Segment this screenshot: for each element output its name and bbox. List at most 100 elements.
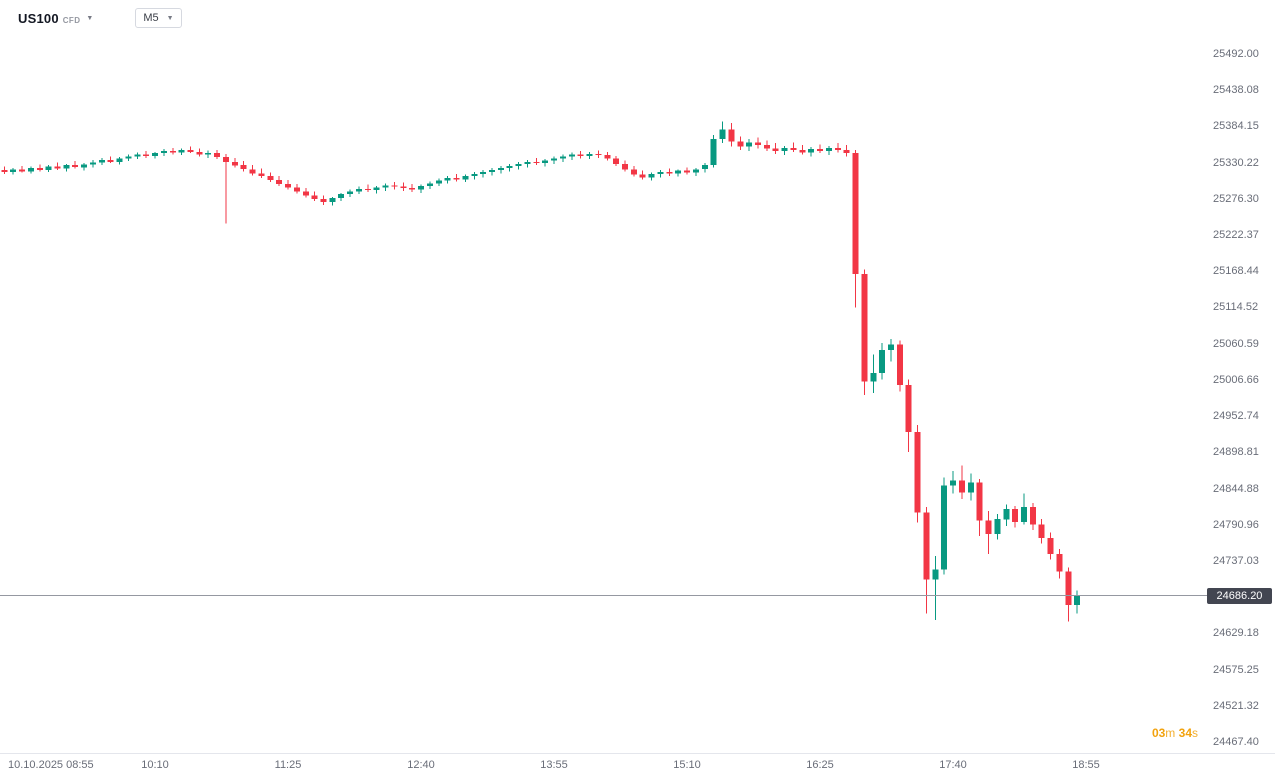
candle-up bbox=[551, 158, 558, 161]
candle-up bbox=[870, 372, 877, 382]
candle-down bbox=[604, 155, 611, 159]
candle-up bbox=[710, 139, 717, 166]
candle-down bbox=[391, 185, 398, 187]
candle-up bbox=[1021, 507, 1027, 522]
candle-down bbox=[852, 153, 859, 275]
instrument-type-label: CFD bbox=[62, 15, 81, 25]
candle-down bbox=[666, 172, 673, 174]
candle-up bbox=[116, 158, 123, 162]
candle-down bbox=[249, 169, 256, 174]
candle-down bbox=[613, 158, 620, 164]
candle-up bbox=[879, 350, 886, 373]
candle-up bbox=[178, 149, 185, 153]
candle-down bbox=[958, 480, 965, 493]
candle-up bbox=[329, 198, 336, 203]
candle-up bbox=[27, 167, 34, 172]
candle-down bbox=[914, 431, 921, 513]
candle-up bbox=[932, 569, 939, 580]
price-axis-label: 25330.22 bbox=[1213, 157, 1259, 169]
time-axis-label: 16:25 bbox=[806, 759, 834, 771]
price-axis-label: 25276.30 bbox=[1213, 193, 1259, 205]
candle-up bbox=[719, 129, 726, 139]
candle-down bbox=[1038, 524, 1045, 538]
candle-down bbox=[453, 178, 460, 180]
price-axis-label: 24844.88 bbox=[1213, 483, 1259, 495]
candle-down bbox=[169, 151, 176, 153]
candle-down bbox=[817, 149, 824, 152]
candle-down bbox=[231, 161, 238, 166]
time-axis-label: 10:10 bbox=[141, 759, 169, 771]
candle-down bbox=[737, 141, 744, 147]
symbol-selector[interactable]: US100 CFD ▼ bbox=[14, 9, 97, 28]
candle-up bbox=[1074, 595, 1081, 606]
price-axis-label: 24898.81 bbox=[1213, 446, 1259, 458]
candle-up bbox=[497, 167, 504, 170]
candle-down bbox=[223, 157, 229, 162]
chevron-down-icon: ▼ bbox=[86, 14, 94, 22]
candle-up bbox=[426, 183, 433, 187]
candle-down bbox=[533, 161, 540, 164]
timeframe-selector[interactable]: M5 ▼ bbox=[135, 8, 182, 28]
candle-down bbox=[196, 151, 203, 155]
price-axis[interactable]: 24686.20 25492.00 25438.08 25384.15 25330.2… bbox=[1207, 0, 1275, 753]
candle-up bbox=[941, 485, 948, 570]
price-axis-label: 25114.52 bbox=[1213, 301, 1259, 313]
candle-down bbox=[1012, 509, 1019, 522]
price-axis-label: 24790.96 bbox=[1213, 519, 1259, 531]
time-axis-label: 17:40 bbox=[939, 759, 967, 771]
price-axis-label: 24737.03 bbox=[1213, 555, 1259, 567]
candle-up bbox=[657, 172, 664, 174]
candle-down bbox=[772, 148, 779, 152]
candle-down bbox=[684, 170, 691, 173]
candle-up bbox=[90, 162, 96, 165]
price-axis-label: 24521.32 bbox=[1213, 700, 1259, 712]
candle-down bbox=[763, 145, 770, 149]
candle-up bbox=[489, 169, 495, 172]
candle-down bbox=[267, 176, 274, 180]
candle-down bbox=[577, 154, 584, 156]
candle-up bbox=[347, 191, 354, 195]
candle-up bbox=[950, 480, 957, 486]
price-axis-label: 25384.15 bbox=[1213, 120, 1259, 132]
symbol-name: US100 bbox=[18, 10, 59, 26]
chart-plot-area[interactable] bbox=[0, 0, 1207, 753]
candle-down bbox=[790, 147, 797, 150]
candle-up bbox=[825, 147, 832, 152]
candle-up bbox=[994, 519, 1001, 534]
time-axis-label: 15:10 bbox=[673, 759, 701, 771]
chevron-down-icon: ▼ bbox=[166, 14, 174, 22]
candle-up bbox=[63, 165, 70, 169]
current-price-badge: 24686.20 bbox=[1207, 588, 1272, 604]
price-axis-label: 24575.25 bbox=[1213, 664, 1259, 676]
candle-up bbox=[382, 185, 389, 188]
candle-up bbox=[746, 142, 753, 147]
price-axis-label: 25168.44 bbox=[1213, 265, 1259, 277]
candle-up bbox=[471, 174, 478, 176]
candle-down bbox=[276, 180, 283, 184]
candle-up bbox=[524, 161, 531, 164]
candle-down bbox=[1, 169, 8, 172]
candle-up bbox=[338, 194, 345, 199]
candle-up bbox=[125, 156, 132, 159]
candle-down bbox=[622, 163, 628, 170]
candle-down bbox=[214, 153, 221, 158]
candlestick-series bbox=[1, 121, 1081, 622]
candle-down bbox=[320, 198, 327, 203]
candle-down bbox=[595, 153, 602, 156]
candle-up bbox=[160, 151, 167, 154]
candle-up bbox=[356, 188, 362, 192]
price-axis-label: 24629.18 bbox=[1213, 627, 1259, 639]
time-axis[interactable]: 10.10.2025 08:55 10:10 11:25 12:40 13:55 15:1… bbox=[0, 753, 1275, 780]
time-axis-label: 13:55 bbox=[540, 759, 568, 771]
candle-down bbox=[1047, 538, 1054, 555]
candle-down bbox=[896, 344, 903, 385]
candle-up bbox=[888, 344, 894, 350]
candlestick-chart bbox=[0, 121, 1207, 622]
candle-down bbox=[143, 154, 150, 156]
price-axis-label: 24467.40 bbox=[1213, 736, 1259, 748]
candle-up bbox=[10, 169, 17, 172]
candle-up bbox=[701, 165, 708, 170]
candle-down bbox=[923, 512, 930, 580]
candle-down bbox=[302, 191, 309, 196]
price-axis-label: 25492.00 bbox=[1213, 48, 1259, 60]
